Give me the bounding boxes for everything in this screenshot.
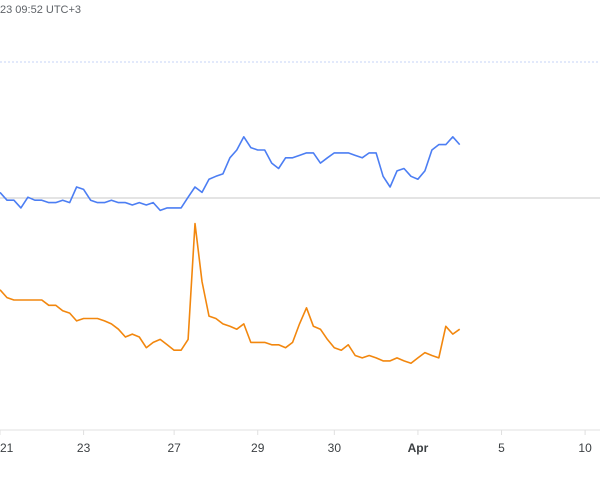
x-tick-label-7: 10 — [578, 441, 592, 455]
x-axis-ticks: 21 23 27 29 30 Apr 5 10 — [0, 430, 592, 455]
x-tick-label-6: 5 — [498, 441, 505, 455]
x-tick-label-0: 21 — [0, 441, 14, 455]
x-tick-label-1: 23 — [77, 441, 91, 455]
x-tick-label-2: 27 — [167, 441, 181, 455]
x-tick-label-5: Apr — [408, 441, 429, 455]
timestamp-label: 23 09:52 UTC+3 — [0, 4, 82, 16]
x-tick-label-3: 29 — [251, 441, 265, 455]
x-tick-label-4: 30 — [328, 441, 342, 455]
series-line-0 — [0, 136, 461, 212]
series-line-1 — [0, 222, 461, 365]
series-layer — [0, 136, 461, 365]
